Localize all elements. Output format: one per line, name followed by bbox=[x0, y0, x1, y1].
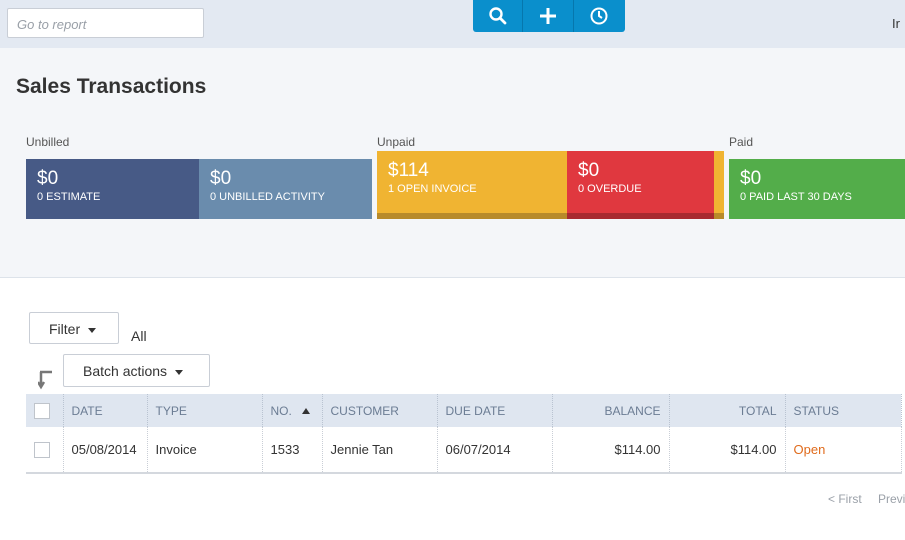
global-toolbar bbox=[473, 0, 625, 32]
clock-icon bbox=[590, 7, 608, 25]
batch-actions-label: Batch actions bbox=[83, 363, 168, 379]
pager-first-link[interactable]: < First bbox=[828, 492, 862, 506]
paid-tile[interactable]: $0 0 PAID LAST 30 DAYS bbox=[729, 159, 905, 219]
cell-type: Invoice bbox=[147, 427, 263, 474]
overdue-progress-bar bbox=[567, 213, 714, 219]
unbilled-amount: $0 bbox=[210, 168, 232, 189]
col-balance[interactable]: BALANCE bbox=[552, 394, 670, 427]
row-checkbox[interactable] bbox=[34, 441, 50, 458]
cell-customer: Jennie Tan bbox=[322, 427, 438, 474]
cell-date: 05/08/2014 bbox=[63, 427, 148, 474]
estimate-label: 0 ESTIMATE bbox=[37, 191, 101, 203]
unbilled-group-label: Unbilled bbox=[26, 135, 70, 149]
paid-amount: $0 bbox=[740, 168, 762, 189]
col-due-date[interactable]: DUE DATE bbox=[437, 394, 553, 427]
chevron-down-icon bbox=[175, 369, 184, 375]
unpaid-group-label: Unpaid bbox=[377, 135, 416, 149]
cell-status: Open bbox=[785, 427, 902, 474]
recent-transactions-button[interactable] bbox=[574, 0, 625, 32]
col-date[interactable]: DATE bbox=[63, 394, 148, 427]
cell-total: $114.00 bbox=[669, 427, 786, 474]
search-button[interactable] bbox=[473, 0, 524, 32]
estimate-tile[interactable]: $0 0 ESTIMATE bbox=[26, 159, 199, 219]
transaction-list: Filter All Batch actions DATE TYPE NO. C… bbox=[0, 278, 905, 540]
select-all-checkbox[interactable] bbox=[34, 402, 50, 419]
col-status[interactable]: STATUS bbox=[785, 394, 902, 427]
cell-due-date: 06/07/2014 bbox=[437, 427, 553, 474]
col-no[interactable]: NO. bbox=[262, 394, 323, 427]
cell-balance: $114.00 bbox=[552, 427, 670, 474]
overdue-amount: $0 bbox=[578, 160, 600, 181]
sort-ascending-icon bbox=[301, 408, 310, 415]
transactions-table: DATE TYPE NO. CUSTOMER DUE DATE BALANCE … bbox=[26, 394, 902, 474]
open-invoice-amount: $114 bbox=[388, 160, 429, 181]
open-invoice-tile[interactable]: $114 1 OPEN INVOICE bbox=[377, 151, 567, 219]
chevron-down-icon bbox=[88, 327, 97, 333]
unbilled-activity-tile[interactable]: $0 0 UNBILLED ACTIVITY bbox=[199, 159, 372, 219]
table-header-row: DATE TYPE NO. CUSTOMER DUE DATE BALANCE … bbox=[26, 394, 902, 427]
batch-actions-button[interactable]: Batch actions bbox=[63, 354, 210, 387]
select-all-header bbox=[26, 394, 64, 427]
open-invoice-label: 1 OPEN INVOICE bbox=[388, 183, 477, 195]
go-to-report-input[interactable]: Go to report bbox=[7, 8, 204, 38]
unpaid-remainder-bar bbox=[714, 151, 724, 219]
row-select-cell bbox=[26, 427, 64, 474]
overdue-tile[interactable]: $0 0 OVERDUE bbox=[567, 151, 714, 219]
cell-no: 1533 bbox=[262, 427, 323, 474]
col-no-label: NO. bbox=[270, 403, 292, 418]
col-total[interactable]: TOTAL bbox=[669, 394, 786, 427]
top-bar: Go to report Ir bbox=[0, 0, 905, 48]
filter-button[interactable]: Filter bbox=[29, 312, 119, 344]
unpaid-progress-bar bbox=[377, 213, 724, 219]
sales-header: Sales Transactions Unbilled Unpaid Paid … bbox=[0, 48, 905, 278]
col-type[interactable]: TYPE bbox=[147, 394, 263, 427]
create-button[interactable] bbox=[523, 0, 574, 32]
select-arrow-icon bbox=[38, 370, 52, 390]
unbilled-label: 0 UNBILLED ACTIVITY bbox=[210, 191, 325, 203]
col-customer[interactable]: CUSTOMER bbox=[322, 394, 438, 427]
filter-scope-label: All bbox=[131, 328, 147, 344]
overdue-label: 0 OVERDUE bbox=[578, 183, 642, 195]
filter-button-label: Filter bbox=[49, 321, 81, 337]
paid-group-label: Paid bbox=[729, 135, 754, 149]
pager-previous-link[interactable]: Previ bbox=[878, 492, 905, 506]
plus-icon bbox=[540, 8, 557, 24]
search-icon bbox=[488, 7, 507, 25]
page-title: Sales Transactions bbox=[16, 75, 207, 98]
estimate-amount: $0 bbox=[37, 168, 59, 189]
table-row[interactable]: 05/08/2014 Invoice 1533 Jennie Tan 06/07… bbox=[26, 427, 902, 474]
paid-label: 0 PAID LAST 30 DAYS bbox=[740, 191, 852, 203]
user-menu[interactable]: Ir bbox=[892, 16, 900, 31]
